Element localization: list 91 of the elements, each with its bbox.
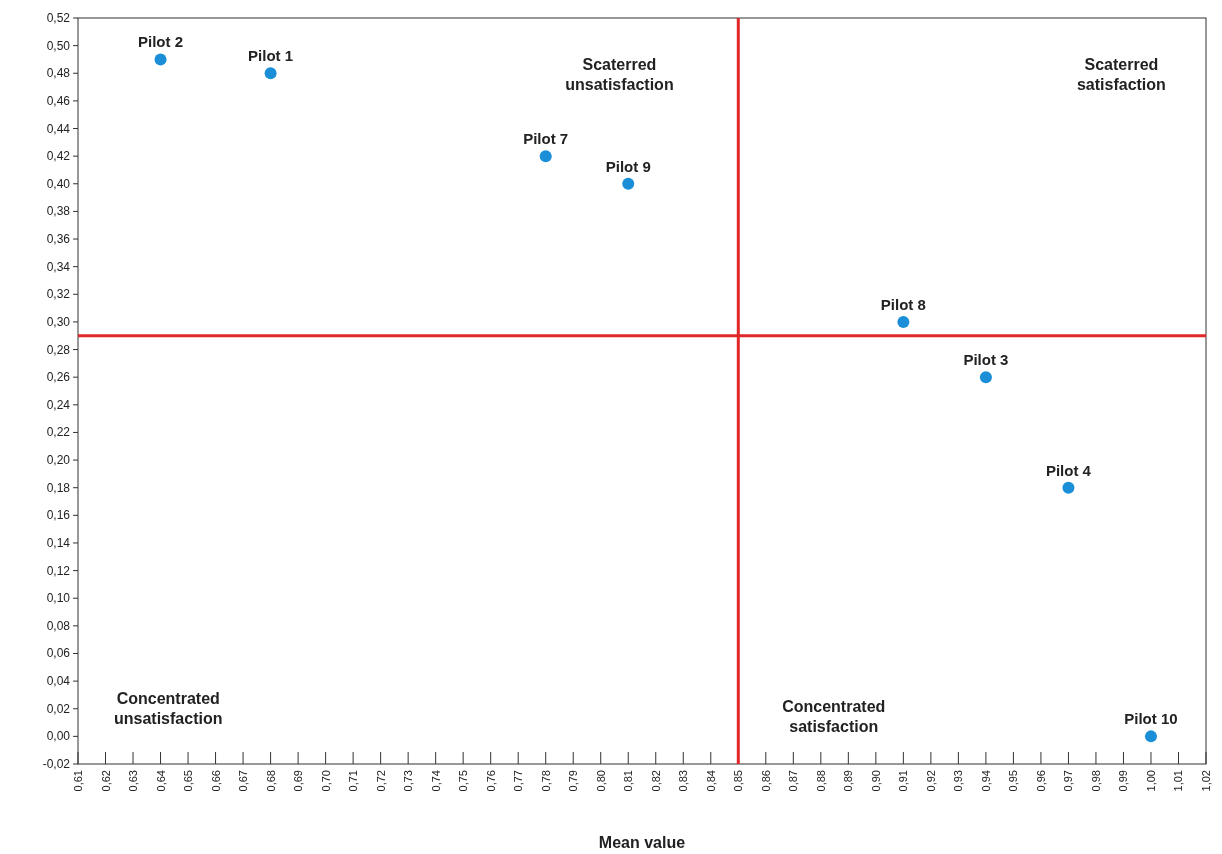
x-tick-label: 0,95 [1007, 770, 1020, 792]
point [979, 371, 992, 384]
x-tick-label: 0,97 [1062, 770, 1075, 792]
x-tick-label: 1,01 [1172, 770, 1185, 792]
x-tick-label: 0,78 [539, 770, 552, 792]
x-tick-label: 0,94 [979, 770, 992, 792]
x-tick-label: 0,90 [869, 770, 882, 792]
y-tick-label: 0,02 [46, 701, 71, 716]
x-tick-label: 0,98 [1089, 770, 1102, 792]
x-tick-label: 0,73 [402, 770, 415, 792]
y-tick-label: -0,02 [42, 757, 71, 771]
point [897, 315, 910, 328]
x-tick-label: 0,92 [924, 770, 937, 792]
x-tick-label: 0,69 [292, 770, 305, 792]
annotation: Pilot 10 [1124, 710, 1178, 728]
x-tick-label: 0,79 [567, 770, 580, 792]
y-tick-label: 0,36 [46, 232, 71, 247]
x-tick-label: 0,84 [704, 770, 717, 792]
x-tick-label: 0,72 [374, 770, 387, 792]
x-tick-label: 0,61 [72, 770, 84, 792]
x-tick-label: 0,64 [154, 770, 167, 792]
y-tick-label: 0,08 [46, 618, 71, 633]
point [539, 150, 552, 163]
x-tick-label: 0,93 [952, 770, 965, 792]
x-axis-title: Mean value [598, 834, 686, 851]
y-tick-label: 0,00 [46, 729, 71, 744]
x-tick-label: 0,91 [897, 770, 910, 792]
x-tick-label: 0,75 [457, 770, 470, 792]
point [154, 53, 167, 66]
point [1062, 481, 1075, 494]
y-tick-label: 0,04 [46, 674, 71, 689]
x-tick-label: 0,80 [594, 770, 607, 792]
x-tick-label: 0,77 [512, 770, 525, 792]
point [622, 177, 635, 190]
x-tick-label: 0,85 [732, 770, 745, 792]
x-tick-label: 0,68 [264, 770, 277, 792]
x-tick-label: 0,74 [429, 770, 442, 792]
y-tick-label: 0,20 [46, 453, 71, 468]
y-tick-label: 0,06 [46, 646, 71, 661]
y-tick-label: 0,50 [46, 38, 71, 53]
annotation: Scaterred satisfaction [1076, 56, 1166, 94]
x-tick-label: 1,02 [1200, 770, 1212, 792]
y-tick-label: 0,34 [46, 259, 71, 274]
annotation: Pilot 7 [523, 130, 569, 148]
y-tick-label: 0,38 [46, 204, 71, 219]
y-tick-label: 0,48 [46, 66, 71, 81]
y-tick-label: 0,42 [46, 149, 71, 164]
y-tick-label: 0,18 [46, 480, 71, 495]
x-tick-label: 0,70 [319, 770, 332, 792]
annotation: Pilot 3 [963, 351, 1009, 369]
y-tick-label: 0,22 [46, 425, 71, 440]
y-tick-label: 0,24 [46, 397, 71, 412]
x-tick-label: 0,96 [1034, 770, 1047, 792]
point [1144, 730, 1157, 743]
y-tick-label: 0,14 [46, 535, 71, 550]
x-tick-label: 0,65 [182, 770, 195, 792]
x-tick-label: 0,82 [649, 770, 662, 792]
annotation: Concentrated unsatisfaction [114, 690, 223, 728]
annotation: Pilot 8 [880, 295, 926, 313]
annotation: Concentrated satisfaction [782, 697, 886, 735]
y-tick-label: 0,30 [46, 314, 71, 329]
annotation: Pilot 9 [605, 157, 651, 175]
x-tick-label: 0,76 [484, 770, 497, 792]
y-tick-label: 0,16 [46, 508, 71, 523]
point [264, 67, 277, 80]
x-tick-label: 0,81 [622, 770, 635, 792]
x-tick-label: 0,99 [1117, 770, 1130, 792]
x-tick-label: 0,66 [209, 770, 222, 792]
annotation: Pilot 1 [248, 47, 294, 65]
y-tick-label: 0,28 [46, 342, 71, 357]
x-tick-label: 1,00 [1144, 770, 1157, 792]
y-tick-label: 0,26 [46, 370, 71, 385]
x-tick-label: 0,87 [787, 770, 800, 792]
x-tick-label: 0,63 [127, 770, 140, 792]
y-tick-label: 0,40 [46, 176, 71, 191]
annotation: Pilot 4 [1045, 461, 1092, 479]
y-tick-label: 0,52 [46, 11, 71, 25]
y-tick-label: 0,46 [46, 93, 71, 108]
x-tick-label: 0,71 [347, 770, 360, 792]
annotation: Pilot 2 [138, 33, 184, 51]
annotation: Scaterred unsatisfaction [565, 56, 674, 94]
x-tick-label: 0,62 [99, 770, 112, 792]
x-tick-label: 0,86 [759, 770, 772, 792]
y-tick-label: 0,32 [46, 287, 71, 302]
y-tick-label: 0,10 [46, 591, 71, 606]
y-tick-label: 0,12 [46, 563, 71, 578]
y-tick-label: 0,44 [46, 121, 71, 136]
x-tick-label: 0,83 [677, 770, 690, 792]
x-tick-label: 0,67 [237, 770, 250, 792]
x-tick-label: 0,89 [842, 770, 855, 792]
x-tick-label: 0,88 [814, 770, 827, 792]
